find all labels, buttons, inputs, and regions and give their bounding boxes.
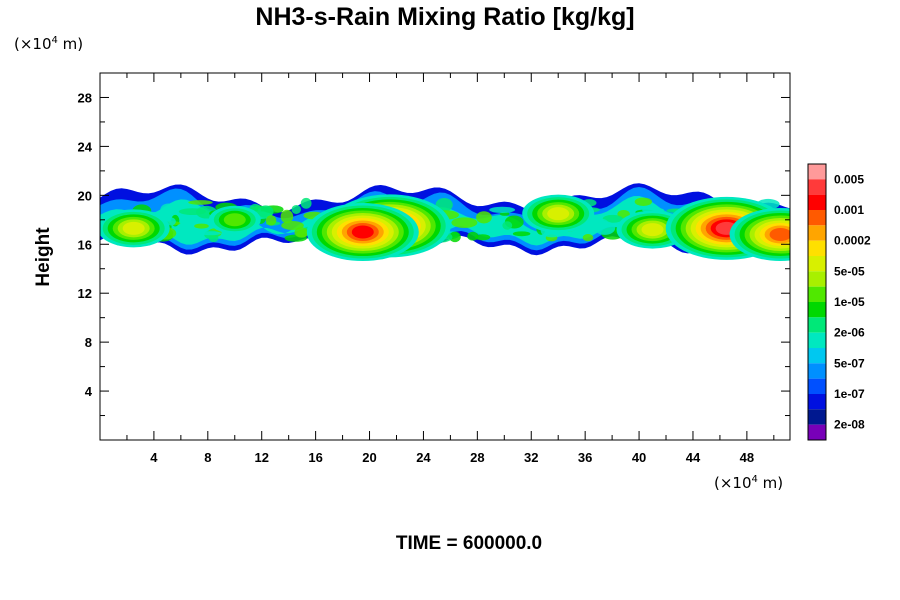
x-unit-label: (×104 m) — [714, 474, 783, 492]
field-patch — [475, 234, 491, 241]
colorbar-swatch — [808, 286, 826, 302]
colorbar-label: 0.005 — [834, 172, 864, 186]
y-unit-label: (×104 m) — [14, 35, 83, 53]
x-tick-label: 12 — [254, 450, 268, 465]
field-patch — [265, 215, 277, 226]
colorbar-swatch — [808, 179, 826, 195]
colorbar-label: 5e-07 — [834, 356, 865, 370]
y-axis-label: Height — [33, 227, 54, 287]
field-core — [223, 213, 246, 227]
colorbar-label: 1e-05 — [834, 295, 865, 309]
colorbar-swatch — [808, 394, 826, 410]
colorbar-swatch — [808, 409, 826, 425]
field-patch — [180, 227, 205, 240]
y-tick-label: 16 — [78, 237, 92, 252]
x-tick-label: 28 — [470, 450, 484, 465]
colorbar-swatch — [808, 164, 826, 180]
x-tick-label: 20 — [362, 450, 376, 465]
x-axis: 4 8 12 16 20 24 28 32 36 40 44 48 — [126, 73, 775, 465]
field-patch — [294, 227, 309, 238]
colorbar-label: 5e-05 — [834, 264, 865, 278]
chart-title: NH3-s-Rain Mixing Ratio [kg/kg] — [255, 3, 634, 31]
field-patch — [634, 197, 653, 206]
field-patch — [449, 231, 461, 243]
colorbar-swatch — [808, 363, 826, 379]
y-tick-label: 8 — [85, 335, 92, 350]
field-patch — [199, 231, 222, 236]
field-patch — [300, 197, 312, 209]
colorbar-label: 0.001 — [834, 203, 864, 217]
x-tick-label: 40 — [632, 450, 646, 465]
colorbar-swatch — [808, 317, 826, 333]
field-patch — [194, 223, 209, 229]
colorbar: 0.005 0.001 0.0002 5e-05 1e-05 2e-06 5e-07 1e-0… — [807, 163, 871, 441]
colorbar-label: 1e-07 — [834, 387, 865, 401]
colorbar-swatch — [808, 424, 826, 440]
field-patch — [166, 217, 176, 226]
y-axis: 4 8 12 16 20 24 28 — [78, 90, 790, 417]
x-tick-label: 4 — [150, 450, 158, 465]
field-patch — [476, 211, 492, 224]
y-tick-label: 20 — [78, 188, 92, 203]
field-patch — [160, 203, 177, 216]
colorbar-label: 2e-08 — [834, 418, 865, 432]
mixing-ratio-field — [100, 183, 790, 262]
field-patch — [257, 205, 274, 218]
colorbar-label: 0.0002 — [834, 234, 871, 248]
colorbar-swatch — [808, 302, 826, 318]
colorbar-label: 2e-06 — [834, 326, 865, 340]
colorbar-swatch — [808, 348, 826, 364]
x-tick-label: 8 — [204, 450, 211, 465]
field-core — [547, 207, 570, 221]
plot-frame — [99, 72, 791, 441]
colorbar-swatch — [808, 271, 826, 287]
x-tick-label: 16 — [308, 450, 322, 465]
x-tick-label: 36 — [578, 450, 592, 465]
field-patch — [602, 214, 623, 223]
field-patch — [489, 206, 516, 214]
field-patch — [291, 204, 302, 214]
colorbar-swatch — [808, 332, 826, 348]
colorbar-swatch — [808, 256, 826, 272]
x-tick-label: 44 — [686, 450, 701, 465]
field-patch — [280, 209, 294, 224]
y-tick-label: 12 — [78, 286, 92, 301]
field-patch — [502, 221, 513, 230]
colorbar-swatch — [808, 194, 826, 210]
x-tick-label: 24 — [416, 450, 431, 465]
y-tick-label: 4 — [85, 384, 93, 399]
colorbar-swatch — [808, 240, 826, 256]
y-tick-label: 28 — [78, 90, 92, 105]
field-core — [641, 223, 664, 237]
field-core — [122, 221, 145, 235]
field-patch — [178, 208, 207, 215]
x-tick-label: 48 — [740, 450, 754, 465]
x-tick-label: 32 — [524, 450, 538, 465]
time-label: TIME = 600000.0 — [396, 533, 542, 554]
colorbar-frame — [807, 163, 827, 441]
field-patch — [594, 221, 616, 235]
field-core — [351, 225, 374, 239]
field-patch — [281, 221, 304, 230]
field-patch — [451, 217, 478, 228]
field-patch — [467, 231, 479, 241]
colorbar-swatch — [808, 225, 826, 241]
field-patch — [188, 200, 213, 205]
field-patch — [512, 231, 531, 237]
field-core — [769, 227, 790, 241]
field-patch — [582, 234, 594, 242]
colorbar-swatch — [808, 378, 826, 394]
y-tick-label: 24 — [78, 139, 93, 154]
colorbar-swatch — [808, 210, 826, 226]
